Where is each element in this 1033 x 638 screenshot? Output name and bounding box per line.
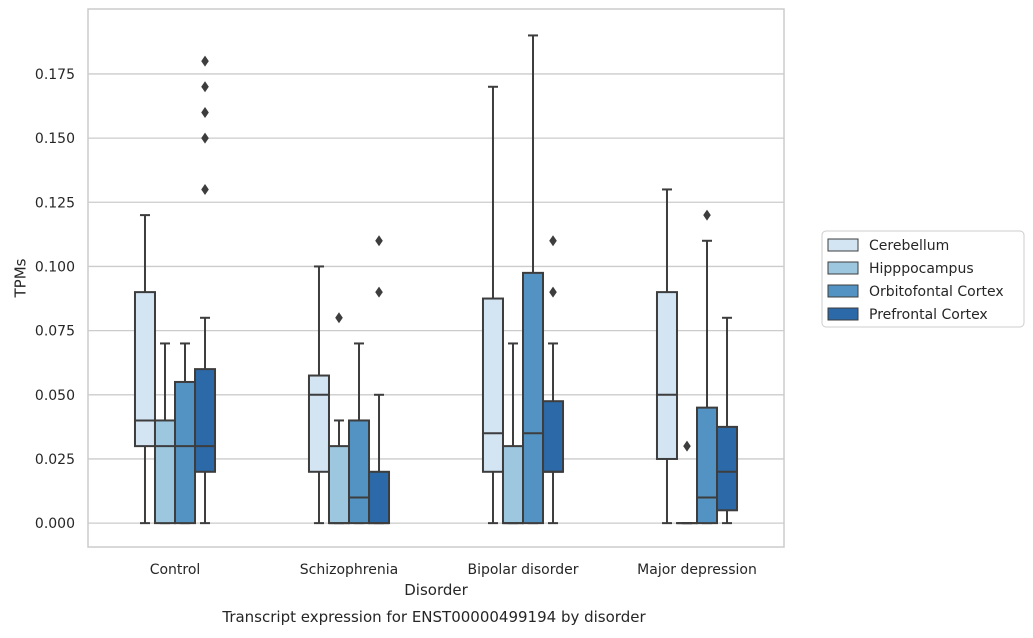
box [135,292,155,446]
box-groups [135,35,737,523]
y-tick-label: 0.125 [35,195,75,211]
y-tick-label: 0.025 [35,452,75,468]
legend-label: Prefrontal Cortex [869,307,988,323]
box [309,376,329,472]
legend-swatch [828,262,858,274]
box-group [657,189,677,523]
box-group [543,235,563,523]
box [543,401,563,472]
y-tick-label: 0.175 [35,67,75,83]
box [657,292,677,459]
legend-label: Cerebellum [869,238,949,254]
x-tick-label: Schizophrenia [300,562,398,578]
legend-label: Hipppocampus [869,261,974,277]
outlier-point [201,133,209,144]
box [369,472,389,523]
x-tick-label: Major depression [637,562,757,578]
box [195,369,215,472]
outlier-point [375,287,383,298]
x-tick-labels: Control Schizophrenia Bipolar disorder Majo… [150,562,757,578]
box-group [195,56,215,524]
chart-caption: Transcript expression for ENST0000049919… [221,608,646,626]
box [329,446,349,523]
box [349,420,369,523]
outlier-point [549,235,557,246]
outlier-point [201,81,209,92]
y-tick-label: 0.050 [35,388,75,404]
x-axis-label: Disorder [404,581,468,599]
outlier-point [375,235,383,246]
box [697,408,717,524]
box-group [135,215,155,523]
x-tick-label: Control [150,562,201,578]
box [523,273,543,523]
box-group [697,210,717,524]
box-group [349,343,369,523]
box [175,382,195,523]
box-group [175,343,195,523]
box-group [483,87,503,523]
box-group [309,266,329,523]
box-group [523,35,543,523]
box [717,427,737,510]
box [155,420,175,523]
box-group [329,312,349,523]
y-axis-label: TPMs [11,258,29,298]
y-tick-labels: 0.000 0.025 0.050 0.075 0.100 0.125 0.150 0.175 [35,67,75,532]
outlier-point [201,56,209,67]
x-tick-label: Bipolar disorder [467,562,578,578]
legend-swatch [828,285,858,297]
outlier-point [201,184,209,195]
outlier-point [703,210,711,221]
y-tick-label: 0.075 [35,324,75,340]
outlier-point [335,312,343,323]
box-group [717,318,737,523]
legend-label: Orbitofontal Cortex [869,284,1004,300]
box-group [369,235,389,523]
legend: Cerebellum Hipppocampus Orbitofontal Corte… [822,231,1024,327]
outlier-point [201,107,209,118]
box-group [155,343,175,523]
y-tick-label: 0.150 [35,131,75,147]
box-group [503,343,523,523]
outlier-point [549,287,557,298]
outlier-point [683,441,691,452]
y-tick-label: 0.000 [35,516,75,532]
y-tick-label: 0.100 [35,259,75,275]
legend-swatch [828,308,858,320]
legend-swatch [828,239,858,251]
box [503,446,523,523]
box-group [677,441,697,524]
box [483,299,503,472]
